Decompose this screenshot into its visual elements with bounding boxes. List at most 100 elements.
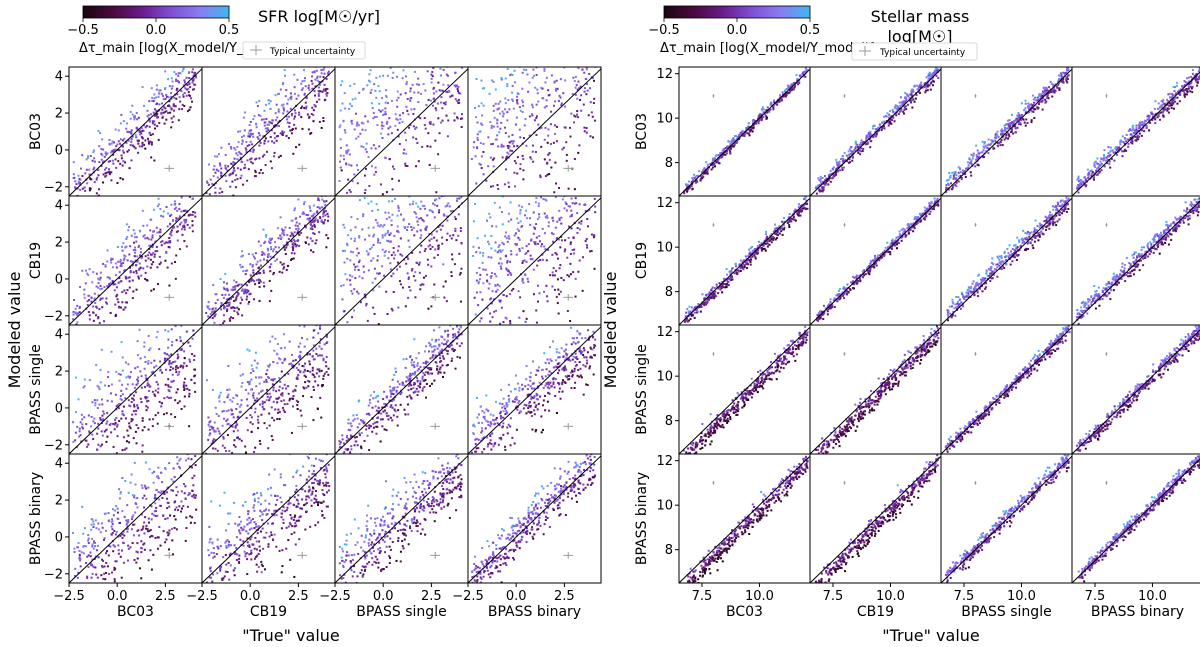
scatter-point bbox=[393, 234, 396, 237]
scatter-point bbox=[306, 236, 309, 239]
scatter-point bbox=[339, 146, 342, 149]
scatter-point bbox=[425, 46, 427, 48]
scatter-point bbox=[578, 144, 581, 147]
scatter-point bbox=[339, 154, 342, 157]
scatter-point bbox=[225, 180, 228, 183]
scatter-point bbox=[146, 382, 149, 385]
scatter-point bbox=[507, 146, 510, 149]
scatter-point bbox=[234, 179, 237, 182]
scatter-point bbox=[521, 261, 524, 264]
scatter-point bbox=[238, 405, 241, 408]
scatter-point bbox=[249, 414, 252, 417]
scatter-point bbox=[531, 76, 534, 79]
scatter-point bbox=[533, 401, 536, 404]
scatter-point bbox=[275, 250, 278, 253]
scatter-point bbox=[241, 314, 244, 317]
scatter-point bbox=[570, 343, 573, 346]
scatter-point bbox=[307, 86, 310, 89]
scatter-point bbox=[238, 151, 241, 154]
scatter-point bbox=[579, 176, 581, 178]
scatter-points bbox=[72, 67, 197, 196]
scatter-point bbox=[522, 169, 525, 172]
scatter-point bbox=[435, 191, 438, 194]
scatter-point bbox=[133, 403, 136, 406]
scatter-point bbox=[531, 103, 534, 106]
scatter-point bbox=[575, 84, 578, 87]
scatter-point bbox=[385, 404, 388, 407]
scatter-point bbox=[239, 152, 242, 155]
scatter-point bbox=[580, 181, 582, 183]
scatter-point bbox=[250, 279, 253, 282]
scatter-point bbox=[534, 241, 537, 244]
scatter-point bbox=[88, 189, 91, 192]
scatter-point bbox=[118, 271, 121, 274]
scatter-point bbox=[237, 308, 240, 311]
scatter-point bbox=[280, 400, 283, 403]
scatter-point bbox=[340, 169, 343, 172]
scatter-point bbox=[475, 279, 478, 282]
scatter-point bbox=[498, 249, 501, 252]
scatter-point bbox=[247, 289, 250, 292]
scatter-point bbox=[522, 310, 525, 313]
scatter-point bbox=[418, 271, 421, 274]
scatter-point bbox=[594, 354, 597, 357]
scatter-point bbox=[568, 378, 571, 381]
scatter-point bbox=[426, 63, 428, 65]
scatter-point bbox=[282, 112, 285, 115]
scatter-point bbox=[180, 364, 183, 367]
scatter-point bbox=[148, 142, 151, 145]
scatter-point bbox=[427, 263, 430, 266]
scatter-point bbox=[558, 94, 561, 97]
scatter-point bbox=[320, 72, 323, 75]
scatter-point bbox=[489, 421, 492, 424]
scatter-point bbox=[383, 390, 386, 393]
scatter-point bbox=[527, 243, 530, 246]
scatter-point bbox=[379, 412, 382, 415]
scatter-point bbox=[381, 234, 384, 237]
scatter-point bbox=[338, 126, 341, 129]
scatter-point bbox=[522, 101, 525, 104]
scatter-point bbox=[489, 433, 492, 436]
scatter-point bbox=[420, 92, 423, 95]
scatter-point bbox=[99, 132, 102, 135]
scatter-point bbox=[587, 17, 589, 19]
scatter-point bbox=[582, 364, 585, 367]
scatter-point bbox=[228, 317, 231, 320]
scatter-point bbox=[557, 361, 560, 364]
scatter-point bbox=[372, 144, 375, 147]
scatter-point bbox=[377, 322, 380, 325]
scatter-point bbox=[116, 293, 119, 296]
scatter-point bbox=[446, 204, 449, 207]
scatter-point bbox=[115, 370, 118, 373]
scatter-point bbox=[372, 226, 375, 229]
uncertainty-errorbar bbox=[430, 423, 441, 430]
scatter-point bbox=[376, 208, 379, 211]
scatter-point bbox=[290, 362, 293, 365]
scatter-point bbox=[579, 99, 582, 102]
scatter-point bbox=[183, 168, 185, 170]
scatter-point bbox=[276, 362, 279, 365]
scatter-point bbox=[145, 409, 148, 412]
scatter-point bbox=[424, 31, 426, 33]
scatter-point bbox=[107, 376, 110, 379]
scatter-point bbox=[548, 346, 551, 349]
scatter-point bbox=[119, 122, 122, 125]
scatter-point bbox=[166, 225, 169, 228]
scatter-point bbox=[576, 358, 579, 361]
scatter-point bbox=[298, 357, 301, 360]
scatter-point bbox=[405, 81, 408, 84]
scatter-point bbox=[245, 292, 248, 295]
scatter-point bbox=[474, 313, 477, 316]
scatter-point bbox=[97, 286, 100, 289]
scatter-point bbox=[223, 417, 226, 420]
scatter-point bbox=[194, 215, 197, 218]
scatter-point bbox=[151, 246, 154, 249]
scatter-point bbox=[256, 397, 259, 400]
scatter-point bbox=[76, 484, 78, 486]
scatter-point bbox=[509, 425, 512, 428]
scatter-point bbox=[545, 199, 548, 202]
scatter-point bbox=[291, 112, 294, 115]
scatter-point bbox=[549, 381, 552, 384]
scatter-point bbox=[93, 292, 96, 295]
scatter-point bbox=[390, 404, 393, 407]
